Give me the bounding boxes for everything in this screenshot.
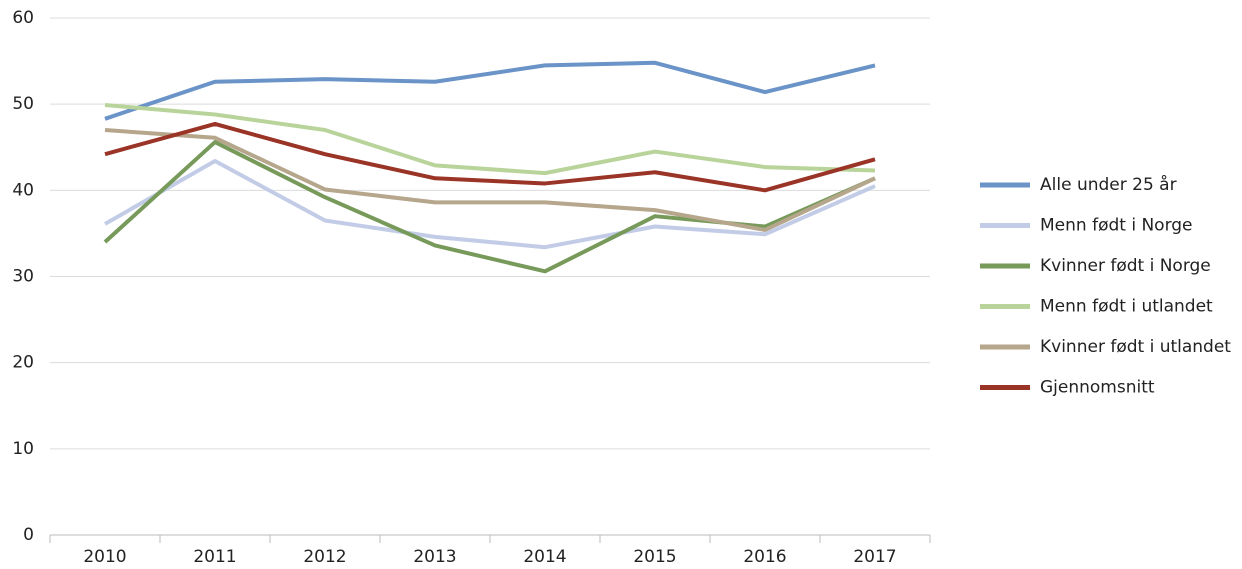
y-tick-label: 20 — [12, 353, 34, 373]
y-tick-label: 60 — [12, 8, 34, 28]
x-tick-label: 2013 — [413, 547, 456, 567]
y-tick-label: 50 — [12, 94, 34, 114]
y-tick-label: 30 — [12, 267, 34, 287]
legend-label: Gjennomsnitt — [1040, 378, 1155, 398]
legend-label: Alle under 25 år — [1040, 174, 1177, 195]
data-line — [104, 128, 876, 232]
x-tick-label: 2017 — [853, 547, 896, 567]
data-line — [104, 103, 876, 176]
x-tick-label: 2011 — [193, 547, 236, 567]
y-tick-label: 0 — [23, 525, 34, 545]
x-tick-label: 2014 — [523, 547, 566, 567]
legend-label: Menn født i Norge — [1040, 216, 1193, 236]
legend-label: Kvinner født i utlandet — [1040, 337, 1231, 357]
legend-label: Menn født i utlandet — [1040, 297, 1213, 317]
y-tick-label: 40 — [12, 180, 34, 200]
data-line — [104, 159, 876, 250]
x-tick-label: 2016 — [743, 547, 786, 567]
legend-label: Kvinner født i Norge — [1040, 256, 1211, 276]
data-line — [104, 60, 876, 121]
x-tick-label: 2012 — [303, 547, 346, 567]
data-line — [103, 140, 876, 274]
x-tick-label: 2015 — [633, 547, 676, 567]
data-line — [104, 121, 876, 193]
y-tick-label: 10 — [12, 439, 34, 459]
x-tick-label: 2010 — [83, 547, 126, 567]
